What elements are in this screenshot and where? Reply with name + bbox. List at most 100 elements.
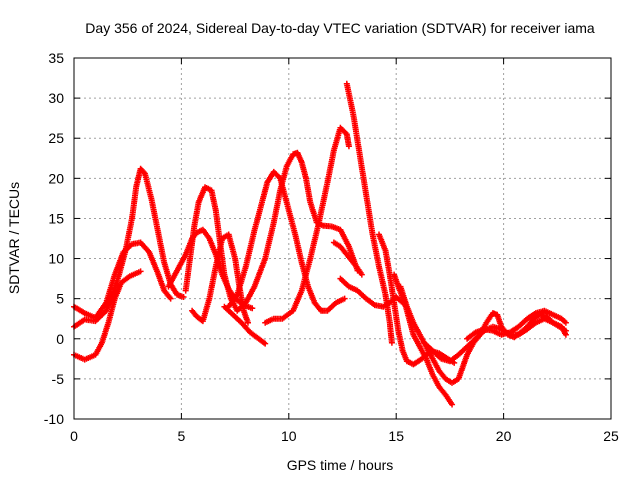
data-point-marker xyxy=(249,305,256,312)
data-point-marker xyxy=(141,170,154,200)
data-point-marker xyxy=(356,151,369,196)
data-point-marker xyxy=(165,269,180,290)
data-point-marker xyxy=(303,175,313,204)
y-tick-label: 15 xyxy=(48,210,64,226)
data-point-marker xyxy=(146,249,161,275)
data-point-marker xyxy=(81,352,97,363)
data-point-marker xyxy=(562,331,569,338)
series-arc-17 xyxy=(464,307,569,342)
data-point-marker xyxy=(410,319,422,336)
data-point-marker xyxy=(532,316,546,326)
data-point-marker xyxy=(391,299,402,332)
y-tick-label: 30 xyxy=(48,90,64,106)
data-point-marker xyxy=(558,315,568,325)
data-point-marker xyxy=(324,301,338,314)
data-point-marker xyxy=(345,143,352,150)
grid-lines xyxy=(74,58,611,419)
data-point-marker xyxy=(337,275,351,289)
y-tick-label: -10 xyxy=(44,411,64,427)
data-point-marker xyxy=(262,316,275,326)
data-point-marker xyxy=(137,268,144,275)
data-point-marker xyxy=(343,131,352,148)
data-point-marker xyxy=(311,299,323,313)
data-point-marker xyxy=(92,301,109,321)
series-arc-7 xyxy=(221,303,269,347)
data-point-marker xyxy=(251,257,268,290)
data-point-marker xyxy=(118,274,132,286)
data-point-marker xyxy=(307,199,320,224)
data-point-marker xyxy=(363,191,376,236)
data-point-marker xyxy=(193,313,205,324)
data-point-marker xyxy=(337,124,349,136)
data-point-marker xyxy=(180,294,187,301)
data-point-marker xyxy=(137,165,147,176)
data-point-marker xyxy=(524,320,538,333)
data-point-marker xyxy=(103,293,115,314)
data-point-marker xyxy=(234,265,249,298)
data-point-marker xyxy=(290,150,299,158)
data-point-marker xyxy=(242,285,257,306)
data-point-marker xyxy=(225,293,240,310)
data-point-marker xyxy=(446,352,461,365)
data-point-marker xyxy=(298,257,313,294)
data-point-marker xyxy=(290,289,304,314)
data-point-marker xyxy=(120,242,134,256)
y-tick-label: 5 xyxy=(56,291,64,307)
data-point-marker xyxy=(436,383,448,397)
data-point-marker xyxy=(429,355,442,373)
data-point-marker xyxy=(388,339,395,346)
data-point-marker xyxy=(382,247,393,276)
data-point-marker xyxy=(541,307,555,317)
data-point-marker xyxy=(386,319,395,344)
axis-ticks: 0 5 10 15 20 25 -10 -5 0 5 10 15 20 25 30 35 xyxy=(44,50,619,444)
data-point-marker xyxy=(515,317,529,330)
data-point-marker xyxy=(225,231,238,260)
data-point-marker xyxy=(376,263,388,296)
data-point-marker xyxy=(103,273,118,306)
data-point-marker xyxy=(369,231,382,268)
data-point-marker xyxy=(354,287,368,301)
data-point-marker xyxy=(350,111,363,156)
data-point-marker xyxy=(230,311,244,325)
data-point-marker xyxy=(98,321,111,346)
series-arc-12 xyxy=(343,80,395,346)
data-point-marker xyxy=(111,250,126,278)
series-arc-1 xyxy=(71,268,144,363)
data-point-marker xyxy=(358,271,365,278)
data-point-marker xyxy=(410,331,422,349)
data-point-marker xyxy=(129,185,139,222)
x-tick-label: 10 xyxy=(281,428,297,444)
data-point-marker xyxy=(109,273,122,298)
data-point-marker xyxy=(206,265,219,302)
x-tick-label: 5 xyxy=(178,428,186,444)
data-point-marker xyxy=(247,329,261,341)
data-point-marker xyxy=(202,184,213,193)
x-tick-label: 20 xyxy=(496,428,512,444)
data-point-marker xyxy=(489,327,503,337)
data-point-marker xyxy=(376,231,388,252)
data-point-marker xyxy=(395,327,406,352)
data-point-marker xyxy=(307,221,322,262)
data-point-marker xyxy=(449,401,456,408)
data-point-marker xyxy=(161,287,173,301)
data-point-marker xyxy=(148,195,161,232)
data-point-marker xyxy=(174,253,188,274)
data-point-marker xyxy=(277,175,290,204)
data-point-marker xyxy=(167,295,174,302)
data-point-marker xyxy=(324,149,337,186)
data-point-marker xyxy=(260,181,270,202)
x-tick-label: 25 xyxy=(603,428,619,444)
data-point-marker xyxy=(397,283,410,308)
data-point-marker xyxy=(524,311,538,322)
data-point-marker xyxy=(111,281,124,302)
data-point-marker xyxy=(429,371,442,389)
data-point-marker xyxy=(464,337,478,350)
data-point-marker xyxy=(244,319,251,326)
y-tick-label: 25 xyxy=(48,130,64,146)
data-point-marker xyxy=(126,269,142,280)
data-point-marker xyxy=(330,239,342,249)
data-point-marker xyxy=(345,283,359,293)
data-point-marker xyxy=(238,319,252,334)
data-point-marker xyxy=(363,295,377,307)
data-point-marker xyxy=(221,303,235,317)
